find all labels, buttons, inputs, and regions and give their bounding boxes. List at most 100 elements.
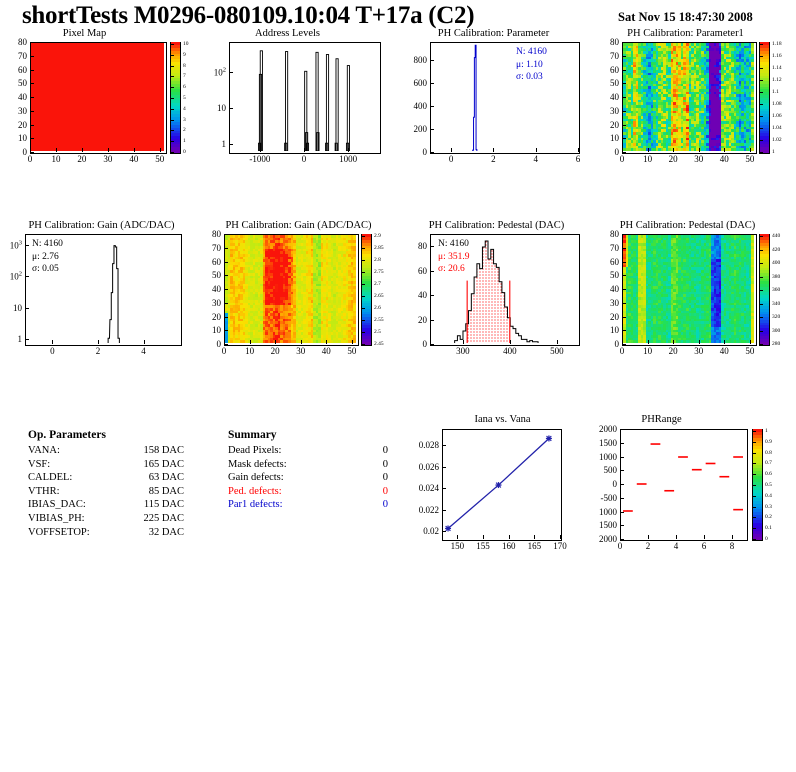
heatmap-cell: [673, 61, 677, 66]
heatmap-cell: [655, 51, 659, 55]
colorbar-label: 10: [183, 41, 189, 47]
histogram-bar: [285, 51, 289, 151]
heatmap-cell: [683, 59, 687, 63]
axis-tick: [224, 289, 228, 290]
heatmap-cell: [680, 91, 685, 95]
axis-tick: [229, 108, 233, 110]
heatmap-cell: [665, 97, 670, 101]
heatmap-cell: [691, 43, 695, 47]
heatmap-cell: [680, 88, 685, 93]
heatmap-cell: [643, 124, 647, 128]
stat-sigma: σ: 0.05: [32, 264, 59, 274]
heatmap-cell: [645, 83, 649, 87]
heatmap-cell: [688, 148, 692, 151]
heatmap-cell: [638, 75, 642, 79]
heatmap-cell: [633, 59, 637, 63]
heatmap-cell: [623, 126, 627, 131]
heatmap-cell: [640, 91, 644, 95]
heatmap-cell: [685, 105, 690, 109]
heatmap-cell: [648, 78, 652, 82]
heatmap-cell: [635, 78, 639, 82]
heatmap-cell: [628, 126, 632, 131]
heatmap-cell: [663, 97, 667, 101]
heatmap-cell: [650, 45, 654, 50]
heatmap-cell: [643, 70, 647, 74]
heatmap-cell: [680, 115, 685, 120]
colorbar-label: 1.16: [772, 53, 782, 59]
heatmap-cell: [660, 67, 664, 71]
heatmap-cell: [635, 105, 639, 109]
heatmap-cell: [670, 97, 675, 101]
heatmap-cell: [683, 110, 687, 114]
heatmap-cell: [623, 45, 627, 50]
heatmap-cell: [665, 94, 670, 98]
heatmap-cell: [638, 142, 642, 147]
heatmap-cell: [683, 102, 687, 106]
heatmap-cell: [665, 75, 670, 79]
heatmap-cell: [670, 72, 675, 77]
colorbar-tick: [362, 284, 365, 285]
axis-tick: [30, 152, 34, 153]
heatmap-cell: [678, 51, 682, 55]
heatmap-cell: [675, 43, 680, 47]
heatmap-cell: [653, 48, 657, 52]
axis-tick-label: 10: [18, 133, 27, 144]
heatmap-cell: [665, 64, 670, 68]
axis-tick-label: 20: [418, 314, 427, 325]
panel-pedestal-map: PH Calibration: Pedestal (DAC) 0 10 20 30 40…: [597, 220, 796, 365]
heatmap-cell: [635, 113, 639, 117]
heatmap-cell: [668, 134, 672, 139]
heatmap-cell: [653, 83, 657, 87]
heatmap-cell: [675, 97, 680, 101]
heatmap-cell: [628, 121, 632, 125]
heatmap-cell: [683, 45, 687, 50]
heatmap-cell: [668, 64, 672, 68]
heatmap-cell: [638, 145, 642, 149]
heatmap-cell: [658, 124, 662, 128]
heatmap-cell: [638, 99, 642, 104]
axis-tick: [622, 42, 626, 43]
heatmap-cell: [691, 78, 695, 82]
heatmap-cell: [660, 132, 664, 136]
heatmap-cell: [650, 110, 654, 114]
colorbar-label: 2.6: [374, 305, 381, 311]
heatmap-cell: [675, 86, 680, 90]
heatmap-cell: [638, 83, 642, 87]
colorbar-segment: [171, 132, 180, 137]
heatmap-cell: [628, 48, 632, 52]
heatmap-cell: [653, 124, 657, 128]
heatmap-cell: [650, 118, 654, 122]
heatmap-cell: [663, 70, 667, 74]
heatmap-cell: [663, 99, 667, 104]
heatmap-cell: [625, 70, 629, 74]
heatmap-cell: [653, 67, 657, 71]
heatmap-cell: [630, 48, 634, 52]
heatmap-cell: [625, 88, 629, 93]
heatmap-cell: [630, 134, 634, 139]
heatmap-cell: [643, 129, 647, 133]
heatmap-cell: [638, 78, 642, 82]
heatmap-cell: [678, 99, 682, 104]
heatmap-cell: [675, 110, 680, 114]
axis-tick: [30, 110, 34, 112]
heatmap-cell: [663, 137, 667, 141]
axis-tick: [622, 83, 626, 85]
colorbar-tick: [760, 128, 763, 129]
heatmap-cell: [638, 45, 642, 50]
heatmap-cell: [670, 134, 675, 139]
heatmap-cell: [670, 88, 675, 93]
heatmap-cell: [683, 121, 687, 125]
colorbar-segment: [171, 121, 180, 126]
heatmap-cell: [628, 129, 632, 133]
heatmap-cell: [630, 105, 634, 109]
heatmap-cell: [653, 78, 657, 82]
heatmap-cell: [640, 129, 644, 133]
heatmap-cell: [633, 148, 637, 151]
heatmap-cell: [678, 83, 682, 87]
heatmap-cell: [633, 142, 637, 147]
axis-tick-label: 50: [610, 78, 619, 89]
heatmap-cell: [668, 43, 672, 47]
axis-tick-label: 20: [77, 154, 87, 164]
heatmap-cell: [635, 48, 639, 52]
heatmap-cell: [680, 83, 685, 87]
